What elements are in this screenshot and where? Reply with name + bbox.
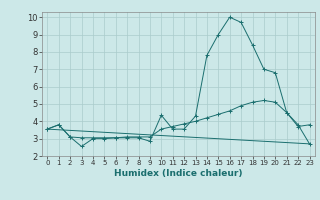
X-axis label: Humidex (Indice chaleur): Humidex (Indice chaleur) — [114, 169, 243, 178]
